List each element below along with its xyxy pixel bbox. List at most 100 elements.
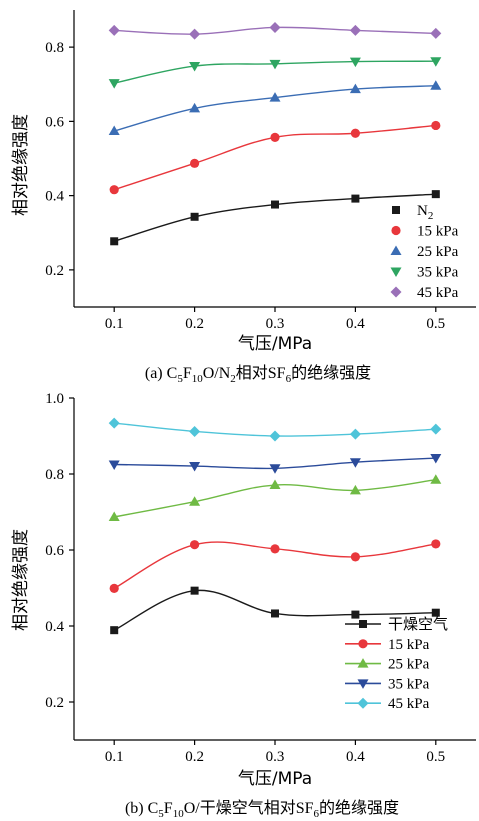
chart-b-legend: 干燥空气 15 kPa 25 kPa 35 kPa 45 kPa [345, 616, 448, 712]
chart-b-legend-label: 15 kPa [388, 637, 430, 653]
chart-b-y-tick-label: 1.0 [45, 391, 64, 407]
chart-b-x-tick-label: 0.5 [426, 749, 445, 765]
chart-b-data-point [430, 423, 442, 435]
chart-b-legend-marker [359, 620, 367, 628]
chart-b-data-point [431, 539, 441, 549]
chart-a-x-tick-label: 0.4 [346, 316, 365, 332]
chart-b-data-point [189, 496, 201, 506]
chart-b-y-tick-label: 0.4 [45, 619, 64, 635]
chart-a-x-tick-label: 0.1 [105, 316, 124, 332]
chart-a-data-point [430, 27, 442, 39]
chart-a-legend-marker [391, 225, 401, 236]
chart-b-caption-tail: 的绝缘强度 [319, 799, 399, 817]
chart-a-legend-marker [390, 286, 402, 298]
chart-a-y-tick-label: 0.8 [45, 40, 64, 56]
chart-a-data-point [349, 83, 361, 94]
chart-b-data-point [430, 454, 442, 464]
chart-a-data-point [430, 80, 442, 90]
chart-a-data-point [108, 125, 120, 136]
chart-b-data-point [271, 609, 279, 618]
chart-b-x-tick-label: 0.1 [105, 749, 124, 765]
chart-b-caption-sub-1: 5 [158, 808, 164, 820]
chart-a-caption-f: F [183, 365, 192, 382]
chart-a-legend-marker [390, 267, 402, 277]
chart-a-legend-marker [390, 245, 402, 255]
chart-a-data-point [190, 158, 200, 168]
chart-b-data-point [269, 430, 281, 442]
chart-b: 0.1 0.2 0.3 0.4 0.5 0.2 0.4 0.6 0.8 1.0 干燥空气 15 kP… [11, 391, 476, 820]
chart-a-data-point [110, 237, 119, 246]
chart-b-data-point [269, 479, 281, 490]
chart-b-y-tick-label: 0.6 [45, 543, 64, 559]
chart-b-data-point [190, 586, 199, 595]
chart-a-caption-sub-2: 10 [192, 373, 204, 385]
chart-a-legend-label: N2 [417, 203, 433, 222]
chart-b-data-point [349, 458, 361, 468]
chart-b-data-point [430, 474, 442, 484]
chart-b-data-point [189, 425, 201, 437]
chart-a-data-point [349, 57, 361, 68]
chart-b-data-point [110, 626, 119, 635]
chart-a-x-tick-label: 0.3 [266, 316, 285, 332]
chart-b-y-label: 相对绝缘强度 [11, 529, 31, 631]
chart-b-caption-prefix: (b) C [125, 800, 158, 817]
chart-a-data-point [269, 92, 281, 102]
chart-b-data-point [351, 610, 360, 619]
chart-b-legend-label: 45 kPa [388, 696, 430, 712]
chart-b-data-point [109, 583, 119, 593]
chart-a-data-point [189, 62, 201, 72]
chart-a-caption-sub-4: 6 [286, 373, 292, 385]
chart-a-data-point [108, 24, 120, 36]
chart-a-y-tick-label: 0.2 [45, 263, 64, 279]
chart-a-data-point [431, 190, 440, 199]
chart-a: 0.1 0.2 0.3 0.4 0.5 0.2 0.4 0.6 0.8 N2 15 kPa 25 k… [11, 10, 476, 385]
chart-b-x-tick-label: 0.2 [185, 749, 204, 765]
chart-b-caption: (b) C5F10O/干燥空气相对SF6的绝缘强度 [125, 799, 399, 820]
chart-b-data-point [270, 544, 280, 554]
chart-b-data-point [350, 552, 360, 562]
chart-b-data-point [269, 464, 281, 474]
chart-b-data-point [431, 608, 440, 617]
chart-a-x-label: 气压/MPa [238, 334, 312, 354]
chart-b-legend-label: 干燥空气 [388, 616, 448, 633]
chart-b-data-point [190, 540, 200, 550]
chart-a-legend-label: 25 kPa [417, 244, 459, 260]
chart-a-caption-sub-3: 2 [230, 373, 236, 385]
chart-a-data-point [269, 21, 281, 33]
chart-b-y-tick-label: 0.8 [45, 467, 64, 483]
chart-a-data-point [270, 132, 280, 142]
chart-a-data-point [430, 57, 442, 67]
chart-a-x-tick-label: 0.2 [185, 316, 204, 332]
chart-b-legend-marker [358, 639, 368, 649]
chart-a-legend-label: 15 kPa [417, 224, 459, 240]
chart-a-caption-sub-1: 5 [177, 373, 183, 385]
chart-a-data-point [190, 212, 199, 221]
chart-b-x-tick-label: 0.4 [346, 749, 365, 765]
chart-a-legend-label: 35 kPa [417, 265, 459, 281]
chart-a-legend: N2 15 kPa 25 kPa 35 kPa 45 kPa [390, 203, 459, 301]
chart-a-data-point [109, 185, 119, 195]
chart-a-data-point [269, 59, 281, 70]
chart-b-data-point [108, 417, 120, 429]
chart-a-data-point [108, 79, 120, 89]
chart-a-data-point [271, 200, 279, 209]
chart-a-caption-tail: 的绝缘强度 [291, 364, 371, 382]
chart-b-data-point [349, 484, 361, 495]
chart-a-data-point [189, 28, 201, 40]
chart-b-caption-sub-2: 10 [173, 808, 185, 820]
chart-a-y-tick-label: 0.6 [45, 114, 64, 130]
chart-b-data-point [108, 511, 120, 521]
chart-a-y-label: 相对绝缘强度 [11, 114, 31, 216]
chart-b-legend-label: 35 kPa [388, 676, 430, 692]
chart-a-caption: (a) C5F10O/N2相对SF6的绝缘强度 [145, 364, 371, 385]
chart-b-legend-marker [357, 697, 369, 709]
chart-b-data-point [108, 460, 120, 470]
chart-b-legend-marker [357, 679, 369, 689]
chart-a-caption-rest: 相对SF [236, 364, 286, 382]
chart-a-caption-prefix: (a) C [145, 365, 177, 382]
chart-a-data-point [350, 128, 360, 138]
chart-b-legend-label: 25 kPa [388, 657, 430, 673]
chart-b-data-point [349, 428, 361, 440]
chart-a-legend-label: 45 kPa [417, 285, 459, 301]
